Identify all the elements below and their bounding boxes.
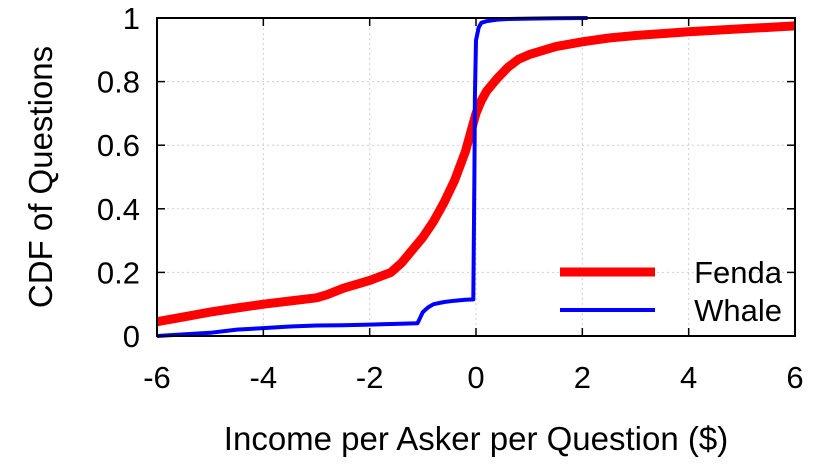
x-tick-label: -6 (143, 360, 171, 395)
tick-labels: -6 -4 -2 0 2 4 6 0 0.2 0.4 0.6 0.8 1 (97, 1, 804, 395)
y-tick-label: 0.8 (97, 65, 140, 100)
x-tick-label: 2 (574, 360, 591, 395)
y-tick-label: 1 (123, 1, 140, 36)
legend: Fenda Whale (560, 255, 783, 328)
x-tick-label: 4 (680, 360, 697, 395)
y-tick-label: 0.6 (97, 128, 140, 163)
series-line-whale (156, 16, 588, 338)
x-tick-label: -4 (250, 360, 278, 395)
ticks (156, 17, 796, 337)
x-tick-label: 0 (467, 360, 484, 395)
x-axis-title: Income per Asker per Question ($) (224, 420, 728, 457)
x-tick-label: 6 (786, 360, 803, 395)
series-line-fenda (156, 21, 796, 327)
y-tick-label: 0.2 (97, 255, 140, 290)
legend-label-fenda: Fenda (694, 255, 783, 290)
legend-label-whale: Whale (694, 293, 782, 328)
y-tick-label: 0 (123, 319, 140, 354)
y-axis-title: CDF of Questions (22, 46, 59, 308)
x-tick-label: -2 (356, 360, 384, 395)
y-tick-label: 0.4 (97, 192, 140, 227)
series-layer (156, 16, 796, 338)
